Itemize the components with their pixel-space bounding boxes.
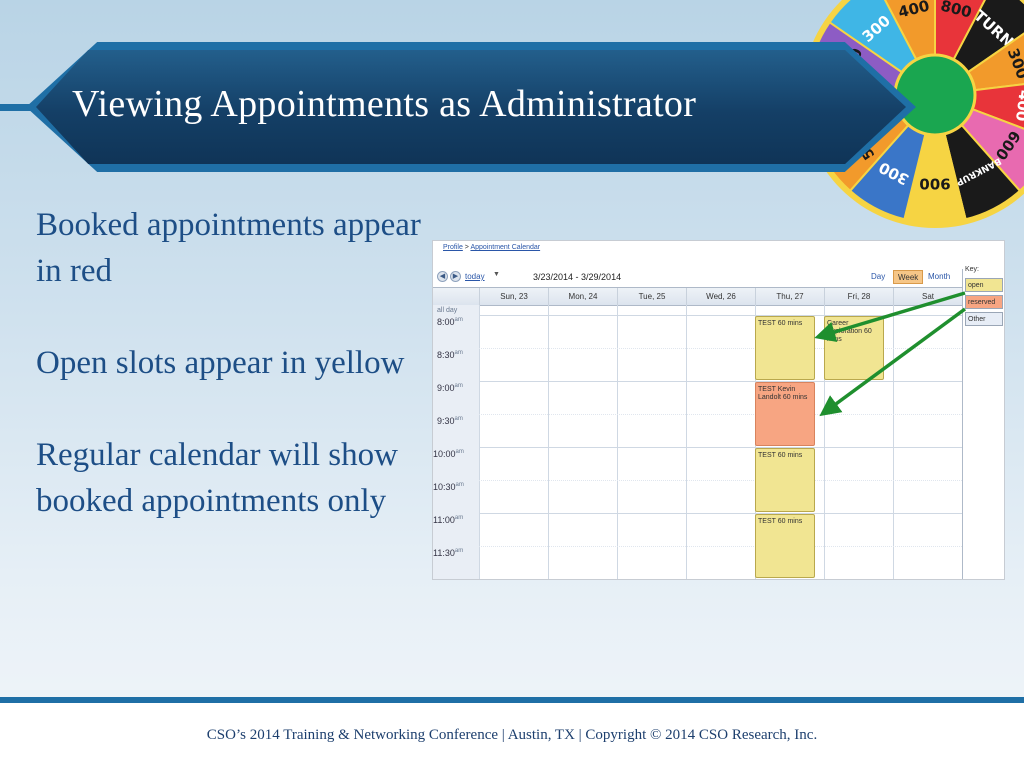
time-label: 11:30am (433, 548, 464, 558)
view-month-button[interactable]: Month (928, 272, 951, 281)
grid-line (479, 447, 962, 448)
breadcrumb-profile-link[interactable]: Profile (443, 244, 463, 251)
day-column-tue[interactable] (617, 305, 686, 579)
day-header-tue: Tue, 25 (617, 288, 686, 305)
bullet-booked: Booked appointments appear in red (36, 207, 421, 289)
breadcrumb: Profile > Appointment Calendar (443, 244, 540, 251)
wheel-segment (934, 0, 986, 96)
breadcrumb-appointment-calendar-link[interactable]: Appointment Calendar (470, 244, 541, 251)
day-header-fri: Fri, 28 (824, 288, 893, 305)
grid-line (479, 414, 962, 415)
title-banner: Viewing Appointments as Administrator (0, 40, 930, 172)
time-label: 11:00am (433, 515, 464, 525)
today-link[interactable]: today (465, 272, 485, 281)
time-label: 10:00am (433, 449, 464, 459)
day-column-wed[interactable] (686, 305, 755, 579)
prev-week-icon[interactable]: ◀ (437, 271, 448, 282)
day-header-thu: Thu, 27 (755, 288, 824, 305)
wheel-segment (884, 0, 936, 96)
key-reserved: reserved (965, 295, 1003, 309)
status-key: Key: open reserved Other (962, 266, 1004, 579)
all-day-label: all day (437, 307, 458, 314)
appointment-open-thu-1000[interactable]: TEST 60 mins (755, 448, 815, 512)
day-column-mon[interactable] (548, 305, 617, 579)
day-header-sun: Sun, 23 (479, 288, 548, 305)
appointment-open-thu-800[interactable]: TEST 60 mins (755, 316, 815, 380)
day-column-fri[interactable] (824, 305, 893, 579)
wheel-segment-label: 400 (896, 0, 931, 22)
day-header-wed: Wed, 26 (686, 288, 755, 305)
breadcrumb-separator: > (464, 244, 469, 251)
banner-accent-line (0, 104, 40, 111)
appointment-open-fri-800[interactable]: Career Exploration 60 mins (824, 316, 884, 380)
time-label: 10:30am (433, 482, 464, 492)
grid-line (479, 546, 962, 547)
slide-body: Booked appointments appear in red Open s… (36, 202, 436, 570)
day-header-sat: Sat (893, 288, 962, 305)
date-range-label: 3/23/2014 - 3/29/2014 (533, 272, 622, 282)
slide-footer: CSO’s 2014 Training & Networking Confere… (206, 727, 818, 743)
wheel-segment-label: 400 (1012, 89, 1024, 122)
appointment-open-thu-1100[interactable]: TEST 60 mins (755, 514, 815, 578)
grid-line (479, 381, 962, 382)
time-label: 8:00am (437, 317, 463, 327)
key-title: Key: (965, 266, 980, 273)
next-week-icon[interactable]: ▶ (450, 271, 461, 282)
banner-fill (36, 50, 906, 164)
key-other: Other (965, 312, 1003, 326)
view-week-button[interactable]: Week (893, 270, 924, 284)
bullet-open: Open slots appear in yellow (36, 345, 405, 381)
calendar-toolbar: ◀ ▶ today ▼ 3/23/2014 - 3/29/2014 Day We… (437, 270, 961, 286)
day-header-mon: Mon, 24 (548, 288, 617, 305)
appointment-reserved-thu-900[interactable]: TEST Kevin Landolt 60 mins (755, 382, 815, 446)
time-label: 9:30am (437, 416, 463, 426)
week-grid: Sun, 23 Mon, 24 Tue, 25 Wed, 26 Thu, 27 … (433, 287, 962, 579)
day-column-sat[interactable] (893, 305, 962, 579)
time-label: 8:30am (437, 350, 463, 360)
view-day-button[interactable]: Day (871, 272, 886, 281)
grid-line (479, 315, 962, 316)
calendar-screenshot: Profile > Appointment Calendar ◀ ▶ today… (432, 240, 1005, 580)
date-picker-dropdown-icon[interactable]: ▼ (493, 271, 500, 278)
time-column: all day 8:00am 8:30am 9:00am 9:30am 10:0… (433, 305, 480, 579)
key-open: open (965, 278, 1003, 292)
grid-line (479, 480, 962, 481)
day-header-row: Sun, 23 Mon, 24 Tue, 25 Wed, 26 Thu, 27 … (433, 288, 962, 306)
wheel-segment-label: 900 (919, 175, 950, 193)
time-label: 9:00am (437, 383, 463, 393)
grid-line (479, 348, 962, 349)
bullet-regular: Regular calendar will show booked appoin… (36, 437, 398, 519)
footer-rule (0, 697, 1024, 703)
wheel-segment-label: 800 (939, 0, 974, 22)
grid-line (479, 513, 962, 514)
footer-background (0, 703, 1024, 768)
day-column-sun[interactable] (479, 305, 548, 579)
slide-title: Viewing Appointments as Administrator (72, 83, 697, 125)
